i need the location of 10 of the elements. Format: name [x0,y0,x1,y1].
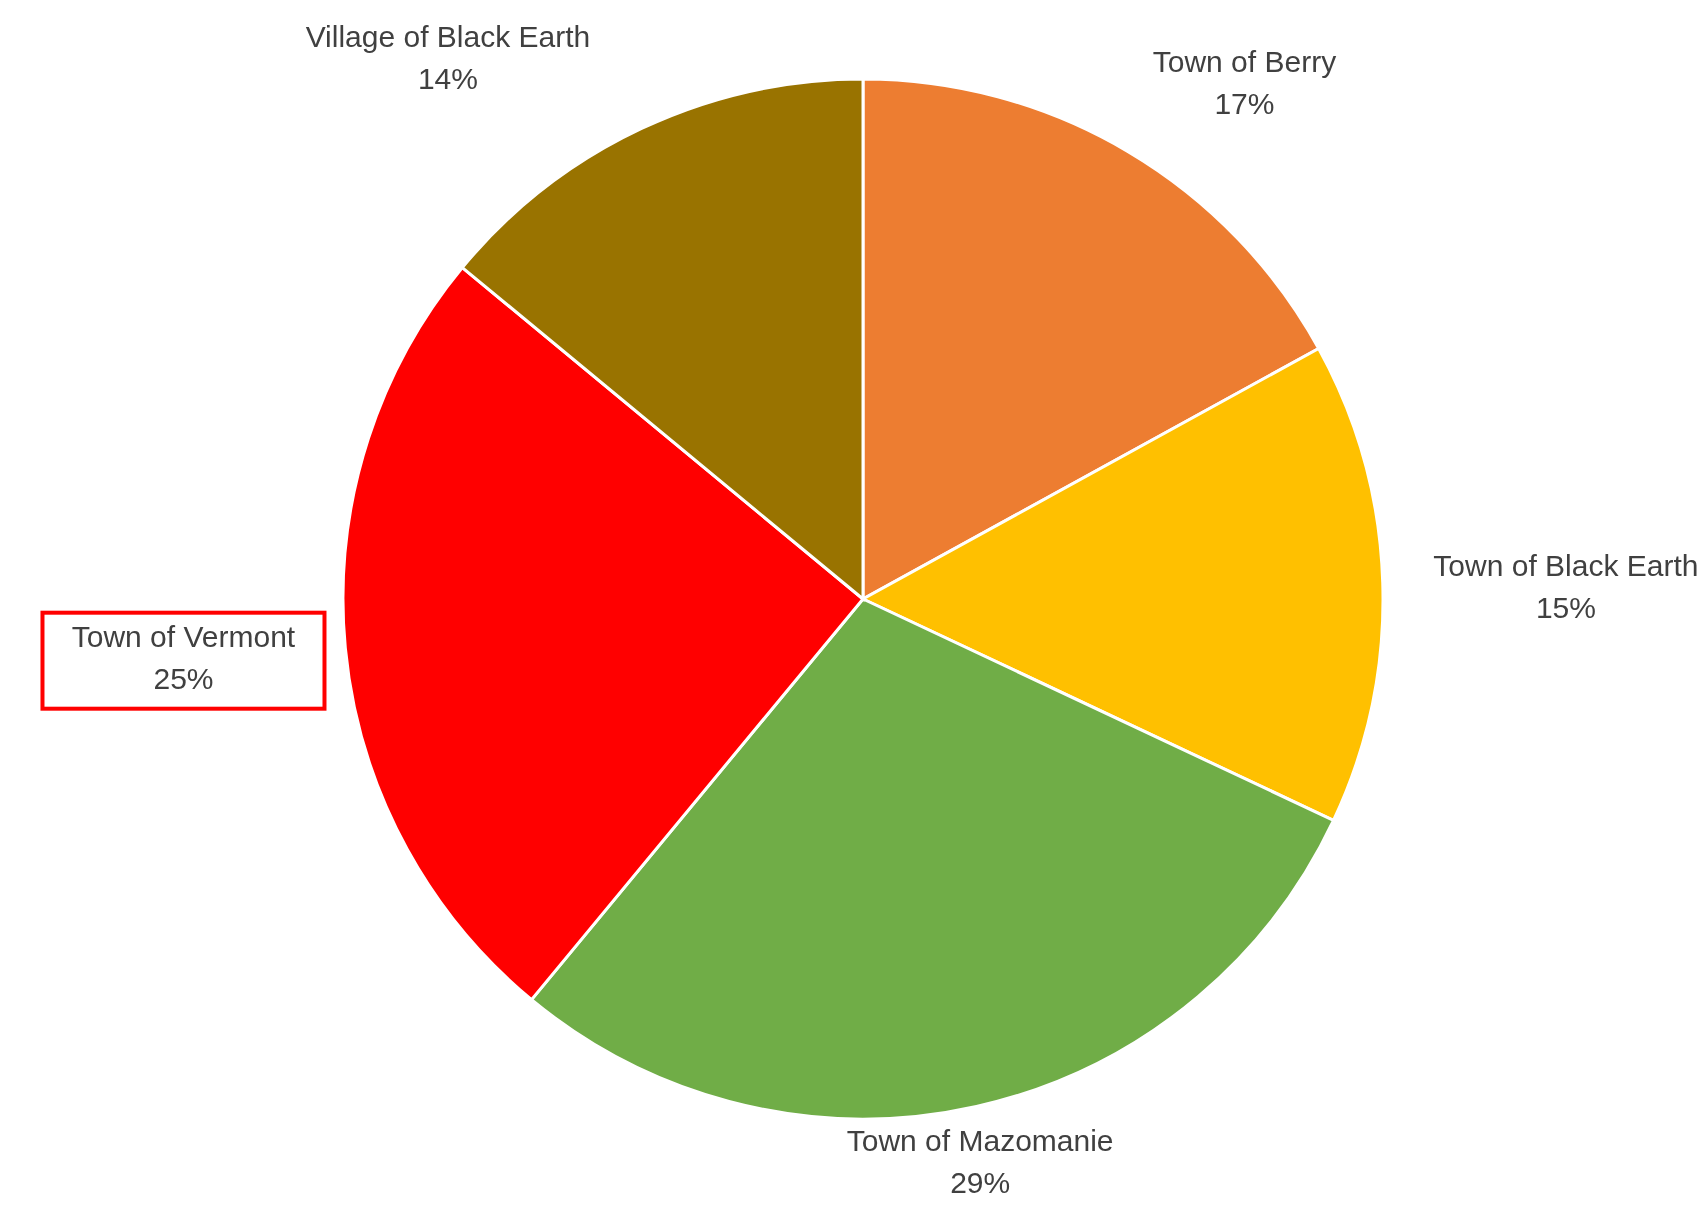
data-label: 15% [1535,591,1596,625]
data-label: 14% [417,62,478,96]
slice-label: Village of Black Earth [305,20,591,54]
data-label: 29% [950,1165,1011,1199]
data-label: 17% [1214,86,1275,120]
slice-label: Town of Vermont [71,619,296,653]
slice-label: Town of Black Earth [1433,549,1699,583]
data-label: 25% [153,661,214,695]
slice-label: Town of Berry [1152,44,1337,78]
slice-label: Town of Mazomanie [846,1123,1114,1157]
